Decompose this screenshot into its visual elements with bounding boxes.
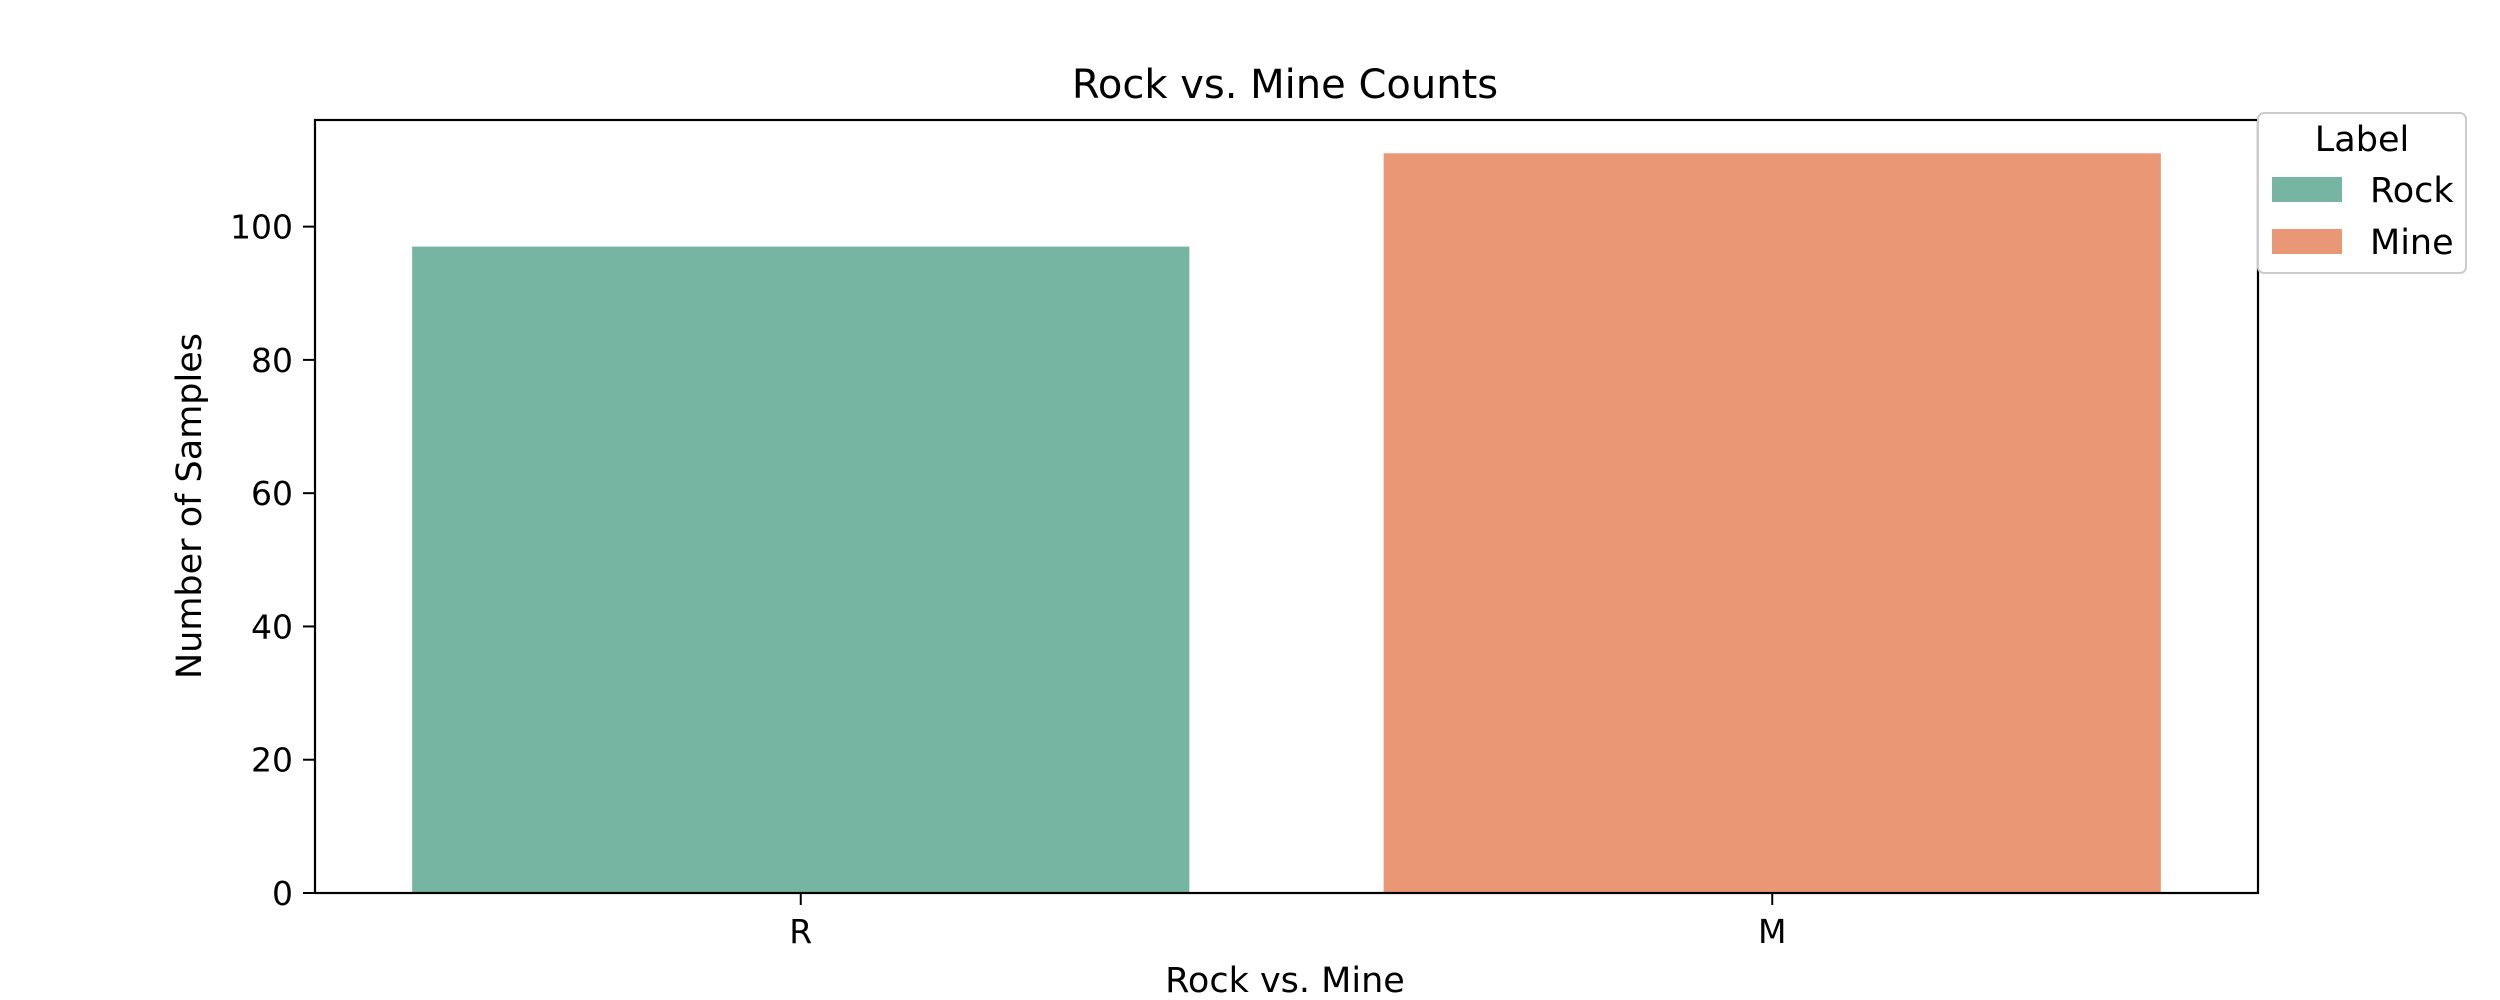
plot-frame (313, 118, 2260, 895)
legend-title: Label (2315, 120, 2409, 160)
bars-group (412, 153, 2161, 894)
legend-swatch-mine (2272, 229, 2342, 254)
legend-swatch-rock (2272, 177, 2342, 202)
x-tick-label-R: R (789, 912, 812, 951)
legend: Label Rock Mine (2257, 112, 2467, 274)
y-tick-label-100: 100 (230, 208, 293, 247)
bar-M (1383, 153, 2161, 893)
x-axis-label: Rock vs. Mine (1165, 961, 1405, 1000)
legend-label-rock: Rock (2370, 171, 2454, 211)
y-tick-label-20: 20 (251, 741, 293, 780)
bar-R (412, 246, 1190, 894)
y-tick-label-40: 40 (251, 607, 293, 646)
legend-label-mine: Mine (2370, 223, 2454, 263)
y-axis-label: Number of Samples (170, 333, 210, 679)
y-tick-label-80: 80 (251, 341, 293, 380)
chart-title: Rock vs. Mine Counts (1072, 62, 1498, 108)
y-tick-label-60: 60 (251, 474, 293, 513)
y-axis: 0 20 40 60 80 100 (230, 208, 315, 913)
y-tick-label-0: 0 (272, 874, 293, 913)
x-tick-label-M: M (1758, 912, 1786, 951)
